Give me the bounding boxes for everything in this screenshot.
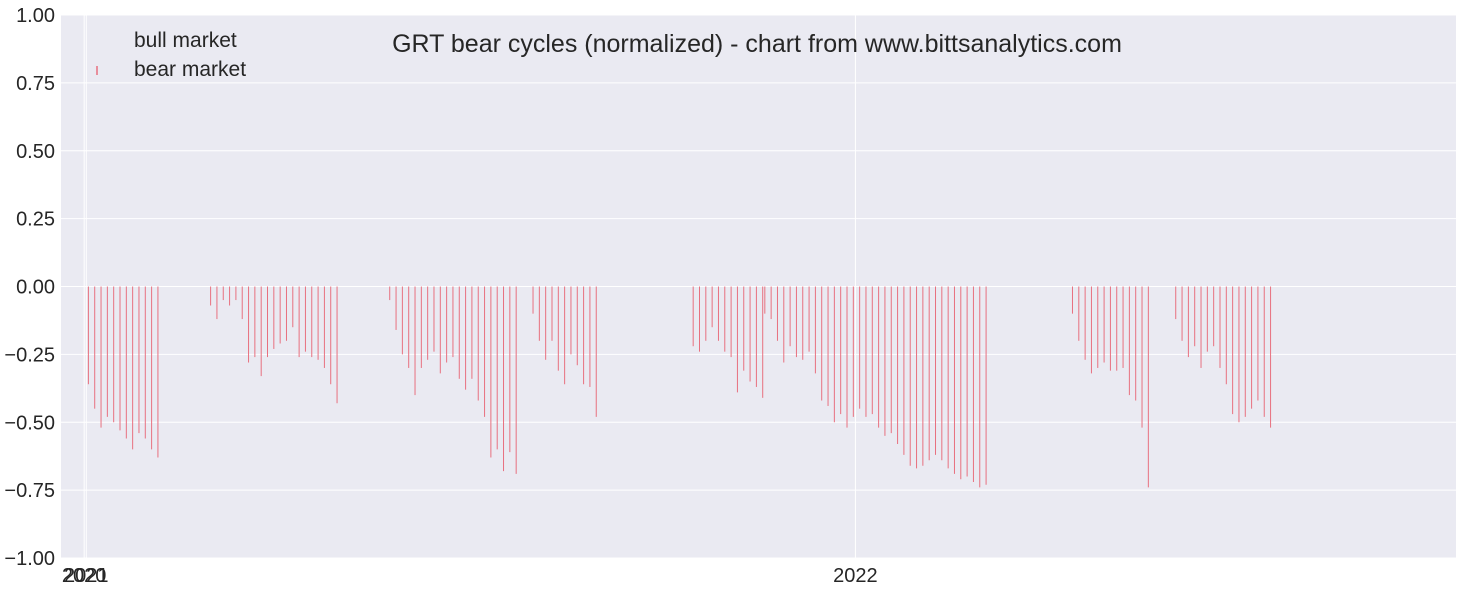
y-axis-ticks: 1.00 0.75 0.50 0.25 0.00 −0.25 −0.50 −0.75 −1.00 <box>4 5 55 570</box>
y-tick-label-4: 0.00 <box>16 277 55 299</box>
x-tick-label-2: 2022 <box>833 565 878 587</box>
y-tick-label-7: −0.75 <box>4 480 55 502</box>
bear-market-bars <box>87 286 1272 488</box>
y-tick-label-1: 0.75 <box>16 73 55 95</box>
legend-label-bear: bear market <box>134 58 246 81</box>
y-tick-label-2: 0.50 <box>16 141 55 163</box>
y-tick-label-6: −0.50 <box>4 412 55 434</box>
y-tick-label-8: −1.00 <box>4 548 55 570</box>
legend-label-bull: bull market <box>134 29 237 52</box>
legend: bull market bear market <box>96 29 246 81</box>
y-tick-label-3: 0.25 <box>16 209 55 231</box>
y-tick-label-5: −0.25 <box>4 344 55 366</box>
y-tick-label-0: 1.00 <box>16 5 55 27</box>
x-tick-label-1: 2021 <box>64 565 109 587</box>
grid-lines <box>61 14 1456 559</box>
chart-title: GRT bear cycles (normalized) - chart fro… <box>392 30 1122 58</box>
x-tick-label-0: 2020 <box>62 565 107 587</box>
